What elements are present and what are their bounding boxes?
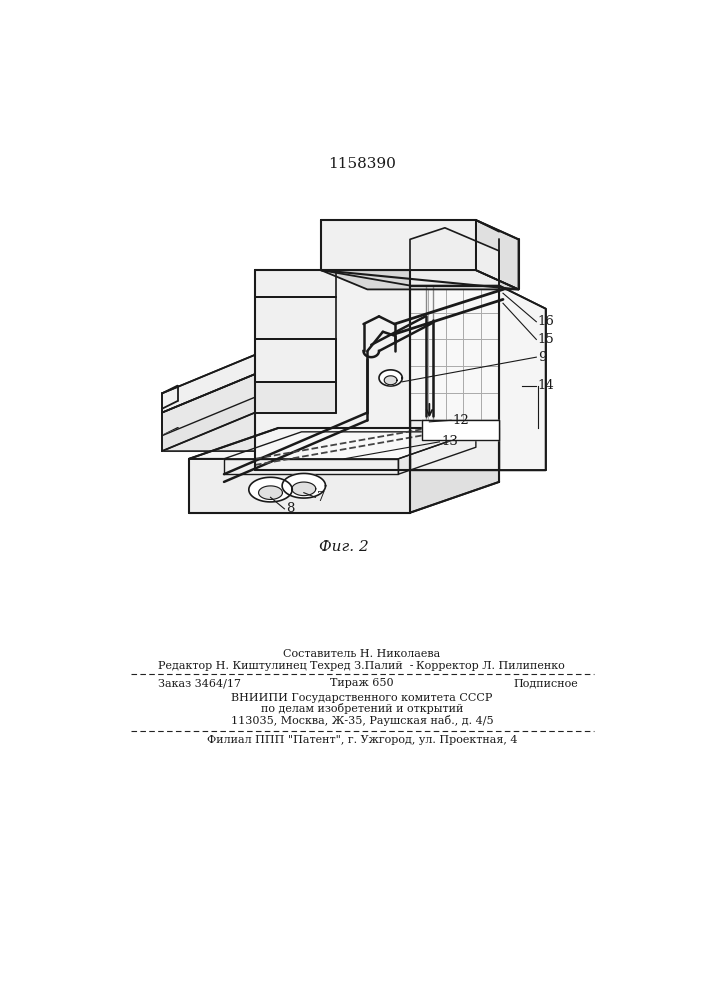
Text: 7: 7 <box>317 491 325 504</box>
Polygon shape <box>321 270 518 289</box>
Polygon shape <box>476 220 518 289</box>
Polygon shape <box>255 270 337 297</box>
Polygon shape <box>255 339 337 382</box>
Text: 13: 13 <box>441 435 458 448</box>
Text: Тираж 650: Тираж 650 <box>330 678 394 688</box>
Text: 16: 16 <box>538 315 555 328</box>
Polygon shape <box>410 420 499 470</box>
Text: Филиал ППП "Патент", г. Ужгород, ул. Проектная, 4: Филиал ППП "Патент", г. Ужгород, ул. Про… <box>206 735 518 745</box>
Text: 1158390: 1158390 <box>328 157 396 171</box>
Polygon shape <box>162 355 255 413</box>
Text: 113035, Москва, Ж-35, Раушская наб., д. 4/5: 113035, Москва, Ж-35, Раушская наб., д. … <box>230 715 493 726</box>
Text: по делам изобретений и открытий: по делам изобретений и открытий <box>261 703 463 714</box>
Text: Подписное: Подписное <box>513 678 578 688</box>
Polygon shape <box>255 297 337 339</box>
Polygon shape <box>410 286 499 470</box>
Polygon shape <box>224 459 398 474</box>
Text: Составитель Н. Николаева: Составитель Н. Николаева <box>284 649 440 659</box>
Polygon shape <box>162 197 554 540</box>
Polygon shape <box>379 370 402 386</box>
Polygon shape <box>255 382 337 413</box>
Polygon shape <box>255 270 410 470</box>
Polygon shape <box>499 286 546 470</box>
Text: 15: 15 <box>538 333 554 346</box>
Polygon shape <box>189 428 499 459</box>
Polygon shape <box>162 397 255 451</box>
Text: 8: 8 <box>286 502 294 515</box>
Polygon shape <box>282 473 325 498</box>
Polygon shape <box>189 459 410 513</box>
Polygon shape <box>292 482 316 496</box>
Polygon shape <box>259 486 282 499</box>
Text: Редактор Н. Киштулинец: Редактор Н. Киштулинец <box>158 661 307 671</box>
Text: Техред З.Палий  -: Техред З.Палий - <box>310 661 414 671</box>
Polygon shape <box>410 428 499 513</box>
Text: 12: 12 <box>452 414 469 427</box>
Polygon shape <box>224 432 476 459</box>
Text: ВНИИПИ Государственного комитета СССР: ВНИИПИ Государственного комитета СССР <box>231 693 493 703</box>
Polygon shape <box>249 477 292 502</box>
Polygon shape <box>384 376 397 385</box>
Text: 9: 9 <box>538 351 547 364</box>
Text: 14: 14 <box>538 379 554 392</box>
Text: Фиг. 2: Фиг. 2 <box>320 540 369 554</box>
Text: Заказ 3464/17: Заказ 3464/17 <box>158 678 241 688</box>
Polygon shape <box>421 420 499 440</box>
Polygon shape <box>321 220 476 270</box>
Text: Корректор Л. Пилипенко: Корректор Л. Пилипенко <box>416 661 565 671</box>
Polygon shape <box>398 432 476 474</box>
Polygon shape <box>410 228 499 286</box>
Polygon shape <box>162 374 255 451</box>
